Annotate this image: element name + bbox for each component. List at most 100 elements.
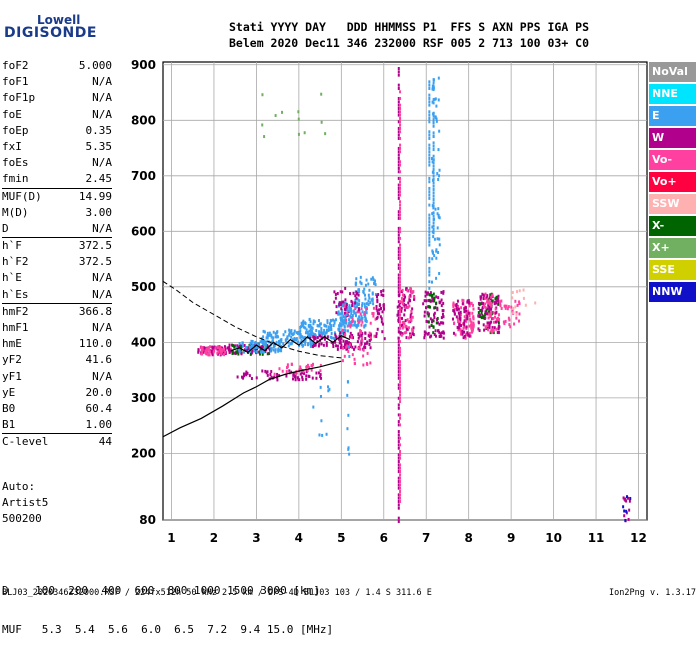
echo-point bbox=[452, 301, 455, 305]
echo-point bbox=[330, 340, 333, 344]
echo-point bbox=[306, 364, 309, 368]
echo-point bbox=[353, 303, 356, 307]
echo-point bbox=[352, 319, 355, 323]
echo-point bbox=[461, 298, 464, 302]
echo-point bbox=[332, 318, 335, 322]
echo-point bbox=[285, 370, 288, 374]
echo-point bbox=[399, 106, 402, 110]
echo-point bbox=[432, 164, 435, 168]
echo-point bbox=[457, 307, 460, 311]
echo-point bbox=[490, 301, 493, 305]
echo-point bbox=[380, 317, 383, 321]
echo-point bbox=[407, 305, 410, 309]
echo-point bbox=[201, 349, 204, 353]
echo-point bbox=[328, 387, 331, 391]
echo-point bbox=[491, 293, 494, 297]
echo-point bbox=[287, 344, 290, 348]
echo-point bbox=[361, 339, 364, 343]
echo-point bbox=[453, 312, 456, 316]
echo-point bbox=[505, 304, 508, 308]
echo-point bbox=[350, 335, 353, 339]
y-tick-label: 400 bbox=[131, 335, 156, 349]
echo-point bbox=[397, 230, 400, 234]
echo-point bbox=[275, 340, 278, 344]
echo-point bbox=[333, 331, 336, 335]
echo-point bbox=[485, 308, 488, 312]
echo-point bbox=[349, 306, 352, 310]
echo-point bbox=[465, 319, 468, 323]
echo-point bbox=[494, 315, 497, 319]
echo-point bbox=[376, 298, 379, 302]
echo-point bbox=[253, 349, 256, 353]
echo-point bbox=[428, 130, 431, 134]
echo-point bbox=[294, 372, 297, 376]
echo-point bbox=[397, 83, 400, 87]
echo-point bbox=[466, 314, 469, 318]
echo-point bbox=[397, 466, 400, 470]
echo-point bbox=[456, 317, 459, 321]
echo-point bbox=[494, 297, 497, 301]
echo-point bbox=[431, 294, 434, 298]
echo-point bbox=[240, 344, 243, 348]
param-row: h`E N/A bbox=[2, 270, 112, 286]
echo-point bbox=[486, 321, 489, 325]
echo-point bbox=[428, 110, 431, 114]
echo-point bbox=[240, 352, 243, 356]
echo-point bbox=[442, 290, 445, 294]
echo-point bbox=[354, 320, 357, 324]
echo-point bbox=[366, 362, 369, 366]
echo-point bbox=[370, 298, 373, 302]
echo-point bbox=[622, 505, 625, 509]
echo-point bbox=[229, 347, 232, 351]
d-muf-table: D 100 200 400 600 800 1000 1500 3000 [km… bbox=[2, 558, 333, 649]
echo-point bbox=[486, 294, 489, 298]
echo-point bbox=[273, 372, 276, 376]
echo-point bbox=[333, 290, 336, 294]
echo-point bbox=[371, 291, 374, 295]
echo-point bbox=[518, 302, 521, 306]
echo-point bbox=[498, 317, 501, 321]
echo-point bbox=[299, 335, 302, 339]
echo-point bbox=[212, 350, 215, 354]
echo-point bbox=[469, 319, 472, 323]
echo-point bbox=[429, 291, 432, 295]
echo-point bbox=[399, 260, 402, 264]
echo-point bbox=[408, 295, 411, 299]
extrapolated-profile-line bbox=[162, 280, 342, 359]
version-label: Ion2Png v. 1.3.17 bbox=[609, 588, 696, 598]
echo-point bbox=[363, 302, 366, 306]
echo-point bbox=[217, 350, 220, 354]
echo-point bbox=[433, 333, 436, 337]
echo-point bbox=[357, 293, 360, 297]
echo-point bbox=[334, 318, 337, 322]
echo-point bbox=[487, 310, 490, 314]
echo-point bbox=[405, 327, 408, 331]
echo-point bbox=[343, 307, 346, 311]
echo-point bbox=[452, 303, 455, 307]
param-row: h`F2 372.5 bbox=[2, 254, 112, 270]
echo-point bbox=[319, 334, 322, 338]
echo-point bbox=[309, 320, 312, 324]
echo-point bbox=[461, 329, 464, 333]
echo-point bbox=[258, 350, 261, 354]
legend-item: NoVal bbox=[649, 62, 696, 82]
echo-point bbox=[344, 298, 347, 302]
echo-point bbox=[408, 304, 411, 308]
echo-point bbox=[256, 345, 259, 349]
ionogram-chart: 1 2 3 4 5 6 7 8 9 10 11 128020030040050060070080090… bbox=[131, 58, 648, 545]
echo-point bbox=[399, 463, 402, 467]
echo-point bbox=[276, 335, 279, 339]
echo-point bbox=[285, 374, 288, 378]
echo-point bbox=[477, 306, 480, 310]
echo-point bbox=[351, 320, 354, 324]
echo-point bbox=[403, 313, 406, 317]
echo-point bbox=[346, 324, 349, 328]
echo-point bbox=[361, 302, 364, 306]
echo-point bbox=[508, 323, 511, 327]
echo-point bbox=[399, 500, 402, 504]
echo-point bbox=[276, 372, 279, 376]
echo-point bbox=[399, 346, 402, 350]
echo-point bbox=[241, 341, 244, 345]
y-tick-label: 80 bbox=[139, 513, 156, 527]
echo-point bbox=[274, 350, 277, 354]
